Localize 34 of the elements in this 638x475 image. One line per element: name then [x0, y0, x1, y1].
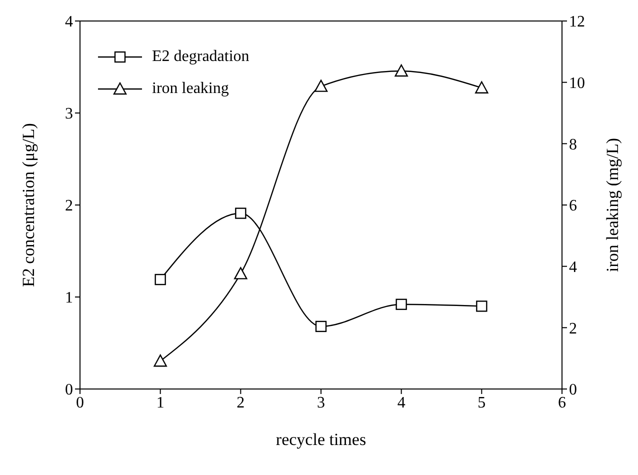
- y2-tick-label: 6: [569, 198, 577, 215]
- point: [235, 208, 246, 219]
- y-tick-label: 1: [65, 290, 73, 307]
- point: [476, 300, 488, 312]
- x-tick-label: 5: [478, 394, 486, 412]
- point: [154, 274, 166, 286]
- y2-tick-label: 2: [569, 320, 577, 338]
- x-tick-label: 6: [558, 394, 566, 412]
- y2-tick-label: 8: [569, 136, 577, 154]
- x-tick-label: 3: [317, 394, 325, 412]
- point: [314, 80, 328, 92]
- y-tick-label: 4: [65, 14, 73, 31]
- x-tick-label: 2: [236, 394, 245, 412]
- x-tick-label: 4: [397, 394, 406, 412]
- y2-axis-title: iron leaking (mg/L): [603, 138, 622, 272]
- point: [396, 298, 407, 310]
- y-axis-title: E2 concentration (μg/L): [19, 123, 38, 287]
- x-axis-title: recycle times: [276, 430, 366, 449]
- legend-label: E2 degradation: [152, 48, 250, 66]
- point: [154, 354, 167, 367]
- y-tick-label: 2: [65, 198, 73, 215]
- point: [234, 267, 248, 280]
- x-tick-label: 1: [156, 394, 164, 412]
- point: [315, 320, 327, 332]
- y2-tick-label: 4: [569, 259, 577, 276]
- y2-tick-label: 10: [569, 75, 585, 92]
- legend-label: iron leaking: [152, 80, 229, 98]
- point: [394, 64, 408, 77]
- point: [475, 81, 488, 94]
- x-tick-label: 0: [76, 394, 84, 412]
- y-tick-label: 0: [65, 382, 73, 399]
- y2-tick-label: 12: [569, 14, 585, 31]
- y2-tick-label: 0: [569, 382, 577, 399]
- y-tick-label: 3: [65, 106, 73, 123]
